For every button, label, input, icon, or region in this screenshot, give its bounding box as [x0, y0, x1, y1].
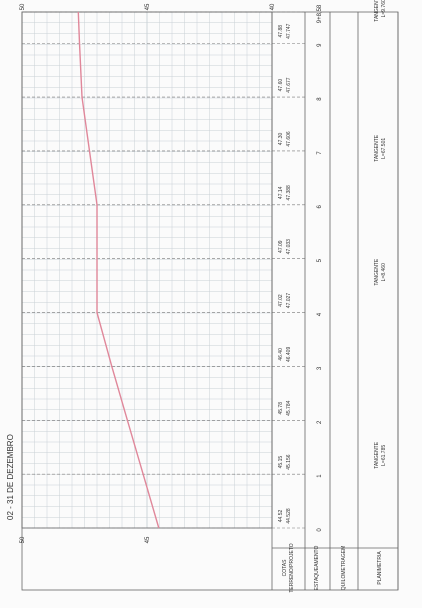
sheet-border	[22, 12, 398, 590]
station-number-label: 9	[317, 43, 323, 47]
row-header-label: QUILOMETRAGEM	[341, 546, 347, 590]
cota-projeto-label: 47.606	[286, 131, 292, 147]
cota-projeto-label: 47.027	[286, 293, 292, 309]
planimetria-length-label: L=67.501	[381, 138, 387, 159]
cota-terreno-label: 45.78	[278, 402, 284, 415]
cota-terreno-label: 47.88	[278, 25, 284, 38]
row-header-label: TERRENO/PROJETO	[289, 543, 295, 592]
cota-projeto-label: 45.784	[286, 400, 292, 416]
y-tick-label-top: 45	[145, 3, 151, 10]
station-number-label: 2	[317, 420, 323, 424]
y-tick-label-top: 50	[20, 3, 26, 10]
y-tick-labels: 50 45 40 50 45	[20, 3, 276, 543]
cota-terreno-label: 46.40	[278, 348, 284, 361]
cota-terreno-label: 44.52	[278, 510, 284, 523]
planimetria-type-label: TANGENTE	[374, 0, 380, 22]
cota-terreno-label: 47.60	[278, 79, 284, 92]
row-header-label: ESTAQUEAMENTO	[314, 545, 320, 590]
cota-terreno-label: 47.09	[278, 240, 284, 253]
cota-projeto-label: 44.528	[286, 508, 292, 524]
cota-projeto-label: 46.409	[286, 347, 292, 363]
station-number-label: 9+8,58	[317, 4, 323, 23]
planimetria-type-label: TANGENTE	[374, 258, 380, 286]
cota-terreno-label: 47.14	[278, 186, 284, 199]
station-number-label: 0	[317, 528, 323, 532]
planimetria-length-label: L=9.760	[381, 0, 387, 17]
station-number-label: 7	[317, 151, 323, 155]
station-number-label: 5	[317, 258, 323, 262]
station-number-label: 8	[317, 97, 323, 101]
planimetria-length-label: L=8.460	[381, 263, 387, 281]
cota-terreno-label: 47.30	[278, 132, 284, 145]
y-tick-label-top: 40	[270, 3, 276, 10]
y-tick-label-bottom: 45	[145, 536, 151, 543]
station-number-label: 1	[317, 474, 323, 478]
chart-frame	[22, 12, 398, 590]
cota-projeto-label: 47.033	[286, 239, 292, 255]
cota-projeto-label: 47.677	[286, 77, 292, 93]
cota-terreno-label: 45.15	[278, 456, 284, 469]
planimetria-length-label: L=61.785	[381, 445, 387, 466]
station-number-label: 6	[317, 204, 323, 208]
station-number-label: 3	[317, 366, 323, 370]
row-header-label: PLANIMETRIA	[377, 551, 383, 585]
cota-projeto-label: 45.156	[286, 454, 292, 470]
y-tick-label-bottom: 50	[20, 536, 26, 543]
chart-grid	[22, 12, 272, 528]
cota-terreno-label: 47.02	[278, 294, 284, 307]
planimetria-type-label: TANGENTE	[374, 134, 380, 162]
cota-projeto-label: 47.747	[286, 23, 292, 39]
planimetria-type-label: TANGENTE	[374, 441, 380, 469]
row-header-label: COTAS	[282, 559, 288, 577]
chart-title: 02 - 31 DE DEZEMBRO	[6, 434, 15, 520]
cota-projeto-label: 47.388	[286, 185, 292, 201]
station-number-label: 4	[317, 312, 323, 316]
